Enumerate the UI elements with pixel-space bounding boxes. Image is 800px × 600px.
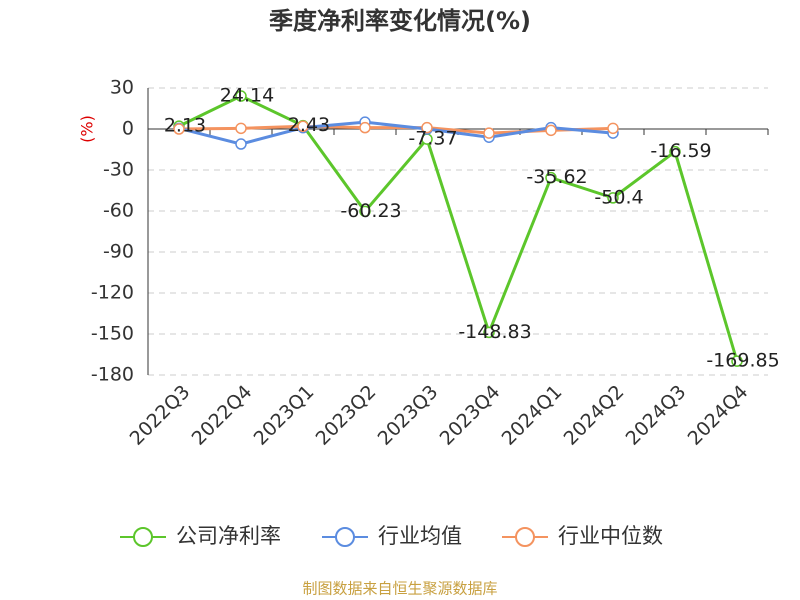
data-label: -16.59 <box>650 140 711 162</box>
series-line <box>178 94 739 362</box>
data-point <box>669 145 681 158</box>
x-tick-label: 2022Q3 <box>126 381 195 450</box>
y-tick-label: -120 <box>91 282 134 304</box>
y-tick-label: -30 <box>103 159 134 181</box>
data-label: -169.85 <box>706 350 779 372</box>
legend-marker <box>133 527 153 547</box>
y-tick-label: 0 <box>122 118 134 140</box>
data-point <box>235 90 247 102</box>
data-label: 2.43 <box>288 114 330 136</box>
data-point <box>483 127 495 139</box>
legend-label: 公司净利率 <box>176 524 281 548</box>
legend-marker <box>335 527 355 547</box>
data-point <box>607 122 619 135</box>
source-note: 制图数据来自恒生聚源数据库 <box>302 580 497 598</box>
data-label: 24.14 <box>220 85 274 107</box>
series-line <box>178 120 614 146</box>
y-tick-label: -60 <box>103 200 134 222</box>
data-point <box>297 120 309 133</box>
data-point <box>421 121 433 134</box>
x-tick-label: 2024Q2 <box>560 381 629 450</box>
data-point <box>731 355 743 367</box>
x-tick-label: 2023Q1 <box>250 381 319 450</box>
x-tick-label: 2022Q4 <box>188 381 257 450</box>
chart-title: 季度净利率变化情况(%) <box>269 7 531 35</box>
data-label: -50.4 <box>594 186 643 208</box>
data-label: -35.62 <box>526 166 587 188</box>
data-label: -7.37 <box>408 128 457 150</box>
y-tick-label: -90 <box>103 241 134 263</box>
data-label: -60.23 <box>340 200 401 222</box>
y-axis-label: (%) <box>78 115 97 143</box>
data-point <box>483 326 495 339</box>
series-line <box>178 124 614 135</box>
x-tick-label: 2023Q3 <box>374 381 443 450</box>
y-tick-label: -150 <box>91 323 134 345</box>
data-point <box>173 123 185 135</box>
data-point <box>545 171 557 184</box>
x-tick-label: 2023Q2 <box>312 381 381 450</box>
y-tick-label: -180 <box>91 364 134 386</box>
data-point <box>359 121 371 134</box>
data-label: -148.83 <box>458 321 531 343</box>
data-point <box>545 124 557 137</box>
x-tick-label: 2024Q4 <box>684 381 753 450</box>
y-tick-label: 30 <box>110 77 134 99</box>
data-point <box>607 192 619 204</box>
legend-marker <box>515 527 535 547</box>
x-tick-label: 2024Q1 <box>498 381 567 450</box>
data-point <box>235 138 247 150</box>
data-label: 2.13 <box>164 115 206 137</box>
legend-label: 行业均值 <box>378 524 462 548</box>
x-tick-label: 2024Q3 <box>622 381 691 450</box>
data-point <box>235 122 247 135</box>
x-tick-label: 2023Q4 <box>436 381 505 450</box>
legend-label: 行业中位数 <box>558 524 663 548</box>
data-point <box>359 205 371 218</box>
